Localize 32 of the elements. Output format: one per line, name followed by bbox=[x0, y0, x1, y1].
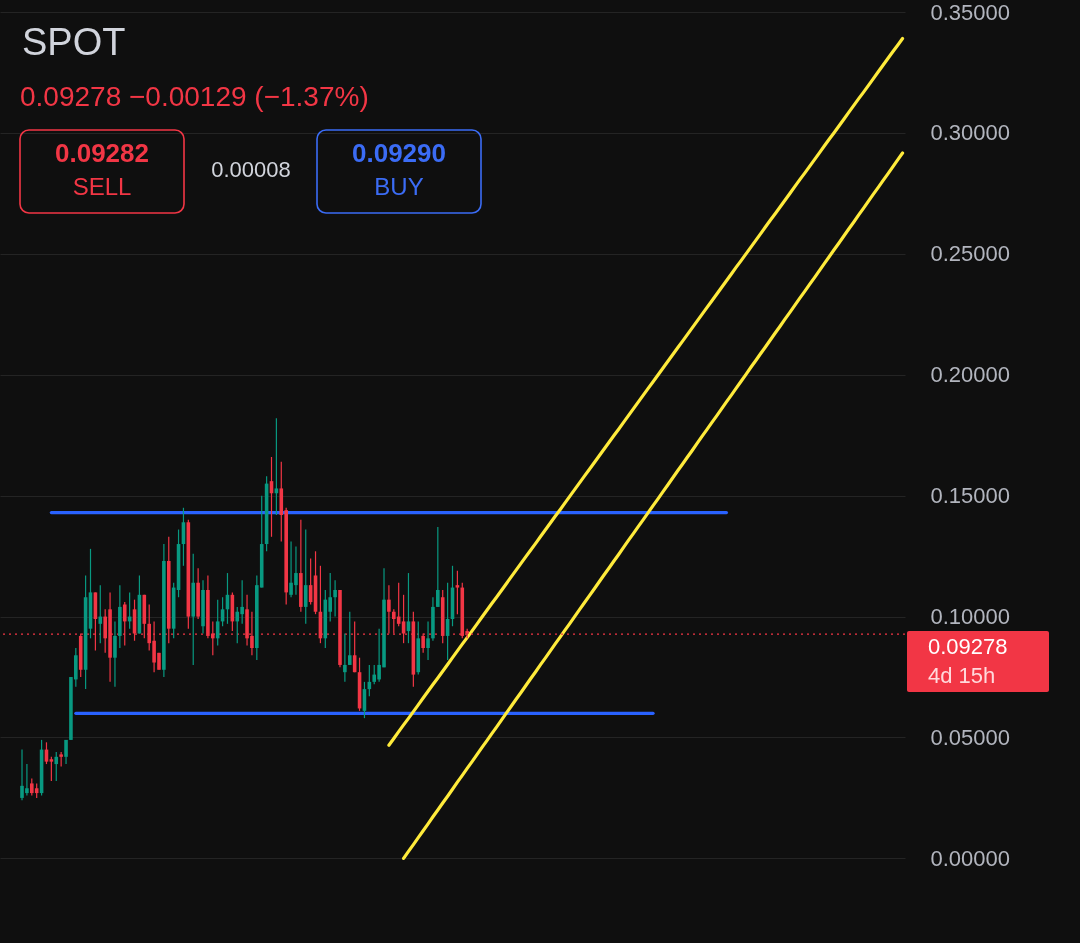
y-tick-label: 0.25000 bbox=[930, 241, 1011, 267]
annotation: BUY bbox=[374, 173, 424, 200]
annotation: 0.09290 bbox=[352, 138, 446, 168]
y-tick-label: 0.00000 bbox=[930, 845, 1011, 871]
candlestick bbox=[235, 606, 240, 644]
y-tick-label: 0.20000 bbox=[930, 362, 1011, 388]
candlestick bbox=[113, 620, 117, 688]
y-tick-label: 0.15000 bbox=[930, 483, 1011, 509]
y-tick-label: 0.30000 bbox=[930, 120, 1011, 146]
candlestick bbox=[372, 664, 377, 685]
candlestick bbox=[343, 632, 347, 683]
candlestick bbox=[64, 739, 68, 765]
candlestick bbox=[455, 570, 460, 615]
text: SPOT bbox=[22, 21, 126, 63]
candlestick bbox=[98, 584, 103, 644]
candlestick bbox=[54, 751, 59, 782]
candlestick bbox=[49, 756, 54, 782]
annotation: 0.00008 bbox=[211, 157, 291, 182]
candlestick bbox=[347, 611, 352, 666]
ref-line-label: 0.09278 bbox=[928, 634, 1008, 660]
text: 0.09278 −0.00129 (−1.37%) bbox=[20, 81, 369, 112]
y-tick-label: 0.10000 bbox=[930, 604, 1011, 630]
y-tick-label: 0.05000 bbox=[930, 724, 1011, 750]
annotation: 0.09282 bbox=[55, 138, 149, 168]
annotation: SELL bbox=[72, 173, 132, 200]
candlestick bbox=[59, 751, 63, 768]
candlestick bbox=[303, 528, 308, 625]
y-tick-label: 0.35000 bbox=[930, 0, 1011, 25]
candlestick bbox=[333, 579, 337, 618]
candlestick bbox=[436, 526, 440, 608]
candlestick bbox=[426, 620, 430, 661]
text: 4d 15h bbox=[928, 663, 996, 689]
